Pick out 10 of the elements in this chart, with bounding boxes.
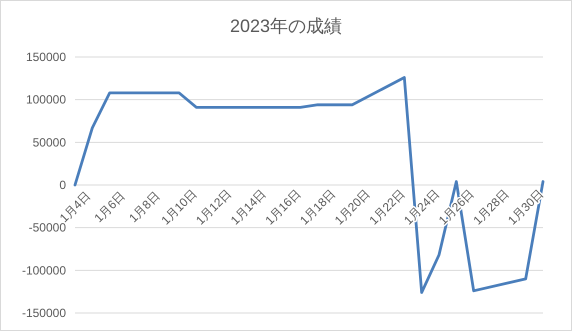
y-tick-label: -50000 bbox=[28, 220, 66, 235]
y-tick-label: 50000 bbox=[32, 135, 66, 150]
y-tick-label: 150000 bbox=[26, 50, 66, 64]
x-tick-label: 1月6日 bbox=[92, 188, 128, 226]
y-tick-label: -150000 bbox=[22, 306, 66, 320]
x-tick-label: 1月8日 bbox=[126, 188, 162, 226]
y-tick-label: 0 bbox=[59, 178, 66, 192]
y-tick-label: -100000 bbox=[22, 263, 66, 278]
chart-title: 2023年の成績 bbox=[230, 16, 342, 36]
y-tick-label: 100000 bbox=[26, 92, 66, 107]
